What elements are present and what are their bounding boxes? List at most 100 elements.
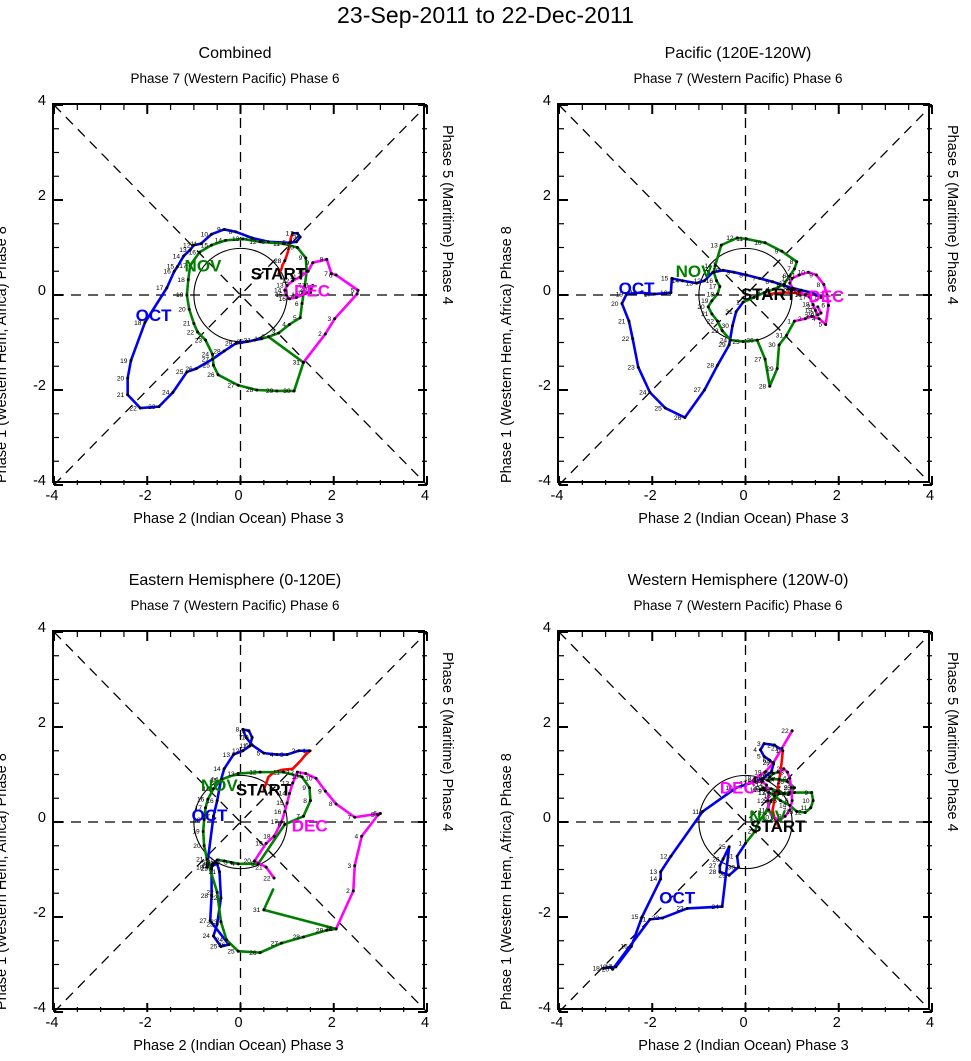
data-point-marker [788,274,792,278]
data-point-label: 18 [753,787,761,794]
data-point-marker [702,388,706,392]
data-point-marker [753,780,757,784]
data-point-marker [250,743,254,747]
x-tick-label: -4 [550,1015,564,1031]
data-point-label: 30 [728,864,736,871]
data-point-marker [811,799,815,803]
data-point-marker [219,920,223,924]
data-point-marker [280,941,284,945]
panel-title: Pacific (120E-120W) [664,45,812,62]
data-point-label: 18 [177,277,185,284]
data-point-marker [234,341,238,345]
data-point-label: 3 [224,860,228,867]
data-point-marker [258,951,262,955]
y-axis-label-left: Phase 1 (Western Hem, Africa) Phase 8 [0,753,10,1010]
data-point-label: 7 [239,735,243,742]
data-point-label: 11 [290,274,297,281]
data-point-marker [669,291,673,295]
x-tick-label: 2 [832,488,841,504]
data-point-label: 21 [701,311,709,318]
data-point-marker [281,770,285,774]
data-point-label: 7 [783,807,787,814]
data-point-label: 14 [215,238,223,245]
data-point-marker [778,799,782,803]
data-point-marker [188,264,192,268]
data-point-marker [810,791,814,795]
data-point-marker [236,949,240,953]
data-point-marker [639,291,643,295]
data-point-label: 19 [754,769,762,776]
data-point-marker [766,778,770,782]
data-point-marker [216,373,220,377]
data-point-marker [640,915,644,919]
data-point-label: 7 [766,761,770,768]
data-point-marker [681,279,685,283]
data-point-marker [138,406,142,410]
data-point-marker [281,242,285,246]
data-point-label: 16 [764,793,772,800]
panel-title: Combined [198,45,272,62]
data-point-label: 13 [282,780,290,787]
data-point-marker [785,780,789,784]
data-point-label: 18 [802,302,810,309]
data-point-label: 28 [201,893,209,900]
data-point-marker [287,241,291,245]
data-point-marker [266,240,270,244]
data-point-label: 27 [694,387,702,394]
y-axis-label-right: Phase 5 (Maritime) Phase 4 [944,125,960,305]
data-point-marker [788,808,792,812]
data-point-label: 14 [756,782,764,789]
data-point-marker [295,231,299,235]
data-point-label: 14 [650,876,658,883]
data-point-marker [795,810,799,814]
data-point-label: 7 [348,814,352,821]
data-point-marker [234,230,238,234]
data-point-marker [710,312,714,316]
month-label-nov: NOV [749,807,787,826]
data-point-marker [295,246,299,249]
data-point-marker [713,264,717,268]
data-point-marker [306,269,310,273]
data-point-label: 2 [346,888,350,895]
y-tick-label: 0 [542,810,551,826]
data-point-marker [781,749,785,753]
data-point-marker [620,302,624,306]
plot-area: 2812345678910111213141516171819202122232… [52,103,428,486]
data-point-label: 6 [373,811,377,818]
data-point-label: 12 [287,769,295,776]
data-point-marker [264,841,268,845]
data-point-label: 12 [726,235,734,242]
data-point-marker [252,338,256,342]
data-point-label: 16 [706,278,714,285]
data-point-label: 31 [763,771,771,778]
y-tick-label: 0 [37,283,46,299]
data-point-marker [777,777,781,781]
data-point-label: 13 [179,247,187,254]
trajectory-dec [748,729,794,821]
data-point-label: 19 [750,787,758,794]
data-point-label: 4 [355,833,359,840]
data-point-marker [194,367,198,371]
data-point-label: 11 [273,769,280,776]
plot-canvas: 1234567891011121314151617181920212223242… [558,104,933,486]
data-point-label: 20 [244,858,252,865]
trajectory-oct [620,269,823,419]
x-tick-label: 2 [327,1015,336,1031]
data-point-label: 8 [329,801,333,808]
data-point-marker [285,801,289,805]
data-point-label: 5 [351,287,355,294]
data-point-marker [755,338,759,342]
data-point-marker [614,965,618,969]
data-point-marker [334,927,338,931]
data-point-marker [718,864,722,868]
data-point-label: 24 [216,937,224,944]
data-point-marker [227,943,231,947]
data-point-label: 4 [783,776,787,783]
data-point-label: 16 [744,779,752,786]
data-point-label: 14 [672,278,680,285]
x-tick-label: 0 [234,488,243,504]
data-point-label: 16 [197,796,205,803]
data-point-marker [143,321,147,325]
data-point-marker [222,767,226,771]
